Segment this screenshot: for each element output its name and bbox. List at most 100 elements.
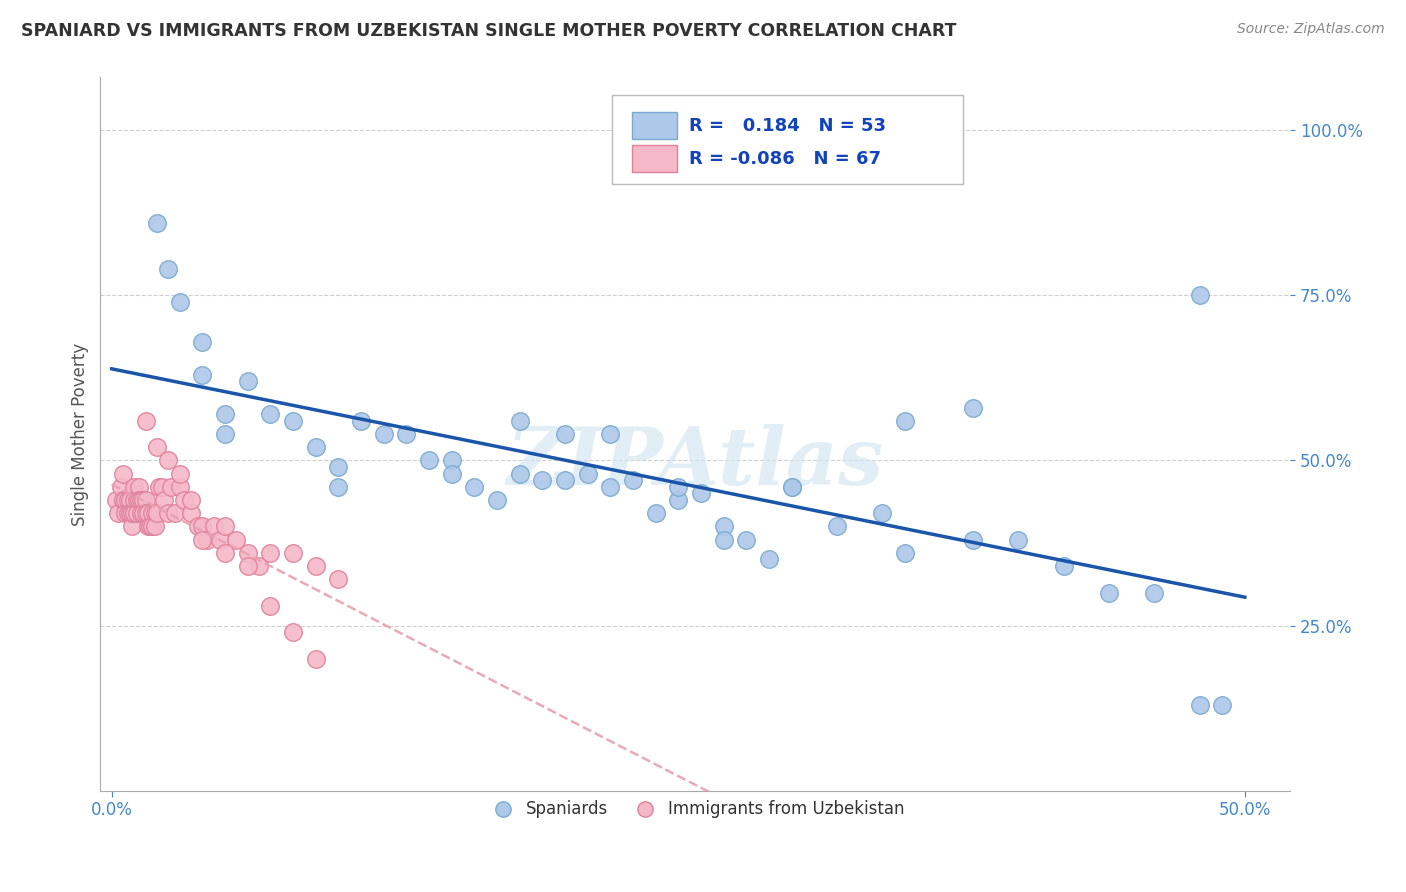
Point <box>125 506 148 520</box>
Point <box>894 546 917 560</box>
Point <box>153 493 176 508</box>
Point <box>110 480 132 494</box>
Text: SPANIARD VS IMMIGRANTS FROM UZBEKISTAN SINGLE MOTHER POVERTY CORRELATION CHART: SPANIARD VS IMMIGRANTS FROM UZBEKISTAN S… <box>21 22 956 40</box>
Point <box>463 480 485 494</box>
Point <box>1188 288 1211 302</box>
Point <box>440 467 463 481</box>
Point <box>169 295 191 310</box>
Point <box>236 559 259 574</box>
Point <box>118 493 141 508</box>
Point <box>281 414 304 428</box>
Legend: Spaniards, Immigrants from Uzbekistan: Spaniards, Immigrants from Uzbekistan <box>479 794 911 825</box>
Point <box>531 473 554 487</box>
Point <box>373 427 395 442</box>
Point <box>214 546 236 560</box>
Point <box>247 559 270 574</box>
Point <box>281 546 304 560</box>
Point <box>214 427 236 442</box>
Text: R =   0.184   N = 53: R = 0.184 N = 53 <box>689 117 886 135</box>
Point <box>129 506 152 520</box>
Point <box>114 493 136 508</box>
Point <box>1188 698 1211 712</box>
Point <box>259 407 281 421</box>
Point <box>305 651 328 665</box>
Point <box>962 401 984 415</box>
Point <box>125 493 148 508</box>
Point <box>180 493 202 508</box>
Point <box>135 414 157 428</box>
Point <box>554 473 576 487</box>
Point <box>225 533 247 547</box>
Point <box>690 486 713 500</box>
Text: R = -0.086   N = 67: R = -0.086 N = 67 <box>689 150 882 168</box>
Point <box>136 506 159 520</box>
Point <box>666 480 689 494</box>
Point <box>894 414 917 428</box>
Point <box>128 493 150 508</box>
Point <box>621 473 644 487</box>
Point <box>135 493 157 508</box>
Point <box>128 480 150 494</box>
Point <box>735 533 758 547</box>
Point <box>114 506 136 520</box>
Point <box>214 519 236 533</box>
Point <box>259 546 281 560</box>
Point <box>191 368 214 382</box>
Point <box>305 440 328 454</box>
Point <box>870 506 893 520</box>
Point <box>146 216 169 230</box>
Point <box>599 427 621 442</box>
Point <box>1052 559 1074 574</box>
FancyBboxPatch shape <box>612 95 963 185</box>
Point <box>236 374 259 388</box>
Point <box>159 480 181 494</box>
Point <box>509 414 531 428</box>
Point <box>214 407 236 421</box>
Point <box>139 519 162 533</box>
Point <box>135 506 157 520</box>
Point <box>169 467 191 481</box>
Point <box>150 480 173 494</box>
Bar <box>633 145 678 172</box>
Point <box>485 493 508 508</box>
Point <box>305 559 328 574</box>
Point <box>173 493 195 508</box>
Point <box>143 519 166 533</box>
Point <box>259 599 281 613</box>
Point <box>328 460 350 475</box>
Point <box>780 480 803 494</box>
Y-axis label: Single Mother Poverty: Single Mother Poverty <box>72 343 89 525</box>
Point <box>124 493 146 508</box>
Point <box>1007 533 1029 547</box>
Point <box>440 453 463 467</box>
Point <box>169 480 191 494</box>
Point <box>143 506 166 520</box>
Point <box>111 493 134 508</box>
Point <box>117 506 139 520</box>
Point <box>124 480 146 494</box>
Point <box>111 467 134 481</box>
Point <box>666 493 689 508</box>
Point <box>644 506 666 520</box>
Point <box>141 519 163 533</box>
Point <box>236 546 259 560</box>
Point <box>157 261 180 276</box>
Point <box>328 480 350 494</box>
Point <box>713 519 735 533</box>
Point <box>105 493 128 508</box>
Point <box>395 427 418 442</box>
Point <box>825 519 848 533</box>
Point <box>157 506 180 520</box>
Point <box>1211 698 1233 712</box>
Point <box>121 519 143 533</box>
Point <box>418 453 440 467</box>
Point <box>132 493 155 508</box>
Point <box>202 519 225 533</box>
Point <box>132 506 155 520</box>
Point <box>165 506 187 520</box>
Point <box>599 480 621 494</box>
Point <box>146 506 169 520</box>
Point <box>713 533 735 547</box>
Point <box>118 506 141 520</box>
Point <box>141 506 163 520</box>
